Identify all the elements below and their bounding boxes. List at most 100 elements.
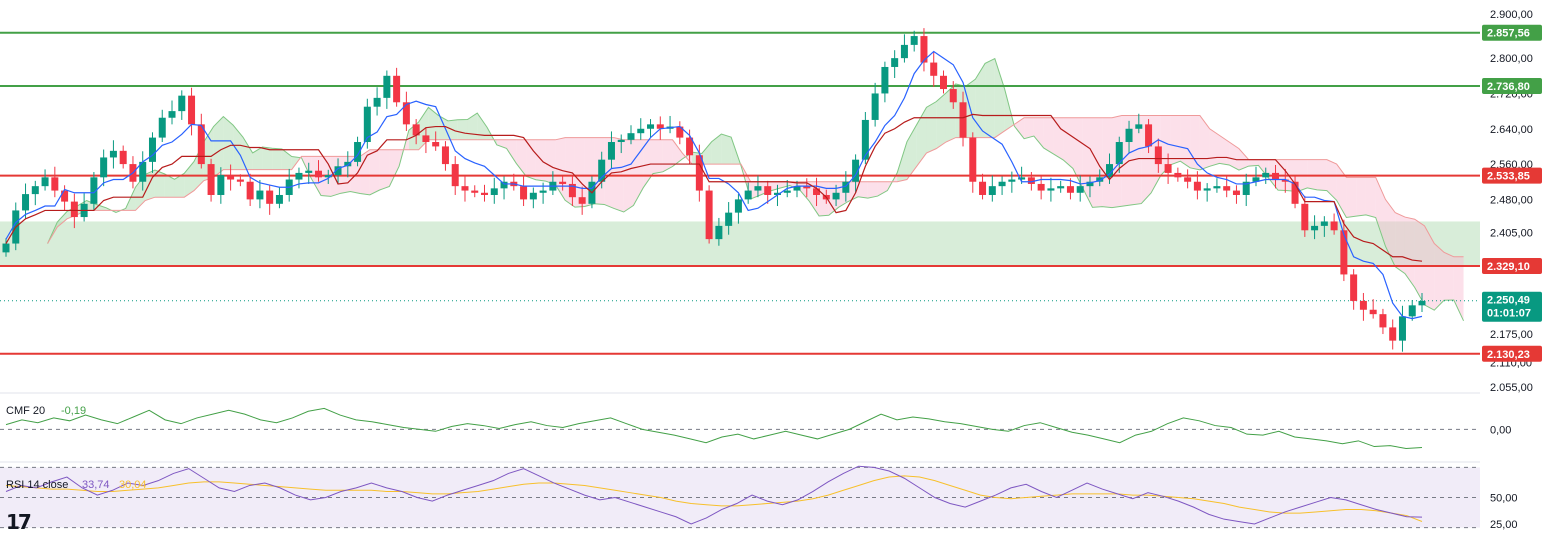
candle-body [1076,186,1084,193]
cloud-segment [1395,212,1405,274]
cloud-segment [1180,115,1191,168]
countdown-label: 01:01:07 [1487,308,1531,320]
level-tag-label: 2.329,10 [1487,261,1530,273]
candle-body [832,192,840,200]
cloud-segment [545,139,556,185]
candle-body [1301,203,1309,231]
candle-body [227,175,235,180]
cloud-segment [1385,199,1396,267]
candle-body [432,142,440,147]
candle-body [1086,181,1094,187]
cloud-segment [1170,115,1181,165]
cloud-segment [233,125,243,170]
candle-body [686,137,694,156]
price-tick-label: 2.175,00 [1490,329,1533,341]
cmf-tick-label: 0,00 [1490,424,1511,436]
cloud-segment [858,181,868,199]
candle-body [1184,177,1192,182]
rsi-tick-label: 25,00 [1490,519,1518,531]
cloud-segment [1414,219,1425,305]
candle-body [842,181,850,193]
cloud-segment [1404,217,1415,288]
candle-body [900,44,908,59]
candle-body [988,186,996,195]
cloud-segment [1219,135,1230,165]
cloud-segment [926,101,937,154]
tenkan-line [5,50,1423,320]
cloud-segment [428,107,439,140]
candle-body [930,62,938,76]
candle-body [168,111,176,118]
cloud-segment [1102,117,1113,208]
cloud-segment [281,148,292,170]
candle-body [100,157,108,178]
cloud-segment [1024,117,1034,139]
candle-body [1369,309,1377,315]
candle-body [1389,327,1397,341]
candle-body [637,128,645,134]
candle-body [715,225,723,240]
cloud-segment [1043,117,1054,154]
candle-body [1174,172,1182,178]
candle-body [979,181,987,195]
candle-body [451,164,459,187]
candle-body [529,192,537,200]
cmf-value: -0,19 [61,405,86,417]
cmf-panel: 0,00 [0,407,1511,449]
cloud-segment [223,116,234,170]
cloud-segment [574,137,585,208]
cloud-segment [1033,117,1044,148]
candle-body [656,124,664,129]
candle-body [568,183,576,198]
current-price-label: 2.250,49 [1487,295,1530,307]
cloud-segment [164,174,175,198]
level-tag-label: 2.130,23 [1487,349,1530,361]
cloud-segment [496,139,507,149]
level-tags: 2.857,56 2.736,80 2.533,85 2.329,10 2.130,23… [1482,24,1542,362]
candle-body [31,186,39,195]
cmf-line [5,407,1423,449]
candle-body [1272,172,1280,180]
tradingview-logo[interactable]: 17 [6,510,32,534]
rsi-tick-label: 50,00 [1490,493,1518,505]
candle-body [627,133,635,140]
candle-body [217,175,225,195]
candle-body [246,181,254,200]
cmf-title: CMF 20 [6,405,45,417]
candle-body [617,139,625,143]
candle-body [910,36,918,45]
candle-body [959,102,967,138]
cloud-segment [57,211,68,227]
cloud-segment [1248,159,1259,167]
horizontal-levels [0,31,1480,355]
cloud-segment [272,148,282,170]
candle-body [939,75,947,90]
cloud-segment [1072,117,1083,189]
candle-body [90,177,98,204]
cloud-segment [985,58,995,138]
candle-body [1193,181,1201,191]
cloud-segment [418,107,429,150]
cloud-segment [1356,177,1366,217]
cloud-segment [360,149,370,195]
candle-body [1350,274,1358,301]
candle-body [148,137,156,162]
candle-body [1232,190,1240,195]
candle-body [793,186,801,191]
candle-body [178,95,186,112]
candle-body [1340,230,1348,275]
cloud-segment [975,63,986,138]
candle-body [1047,188,1055,191]
level-tag-label: 2.736,80 [1487,81,1530,93]
cloud-segment [379,149,390,191]
cloud-segment [1346,177,1357,218]
candle-body [764,186,772,195]
rsi-panel: 50,00 25,00 [0,465,1518,531]
candle-body [773,192,781,195]
cloud-segment [535,139,546,182]
candle-body [1106,164,1114,178]
candle-body [949,89,957,103]
candle-body [734,199,742,213]
candle-body [422,135,430,143]
